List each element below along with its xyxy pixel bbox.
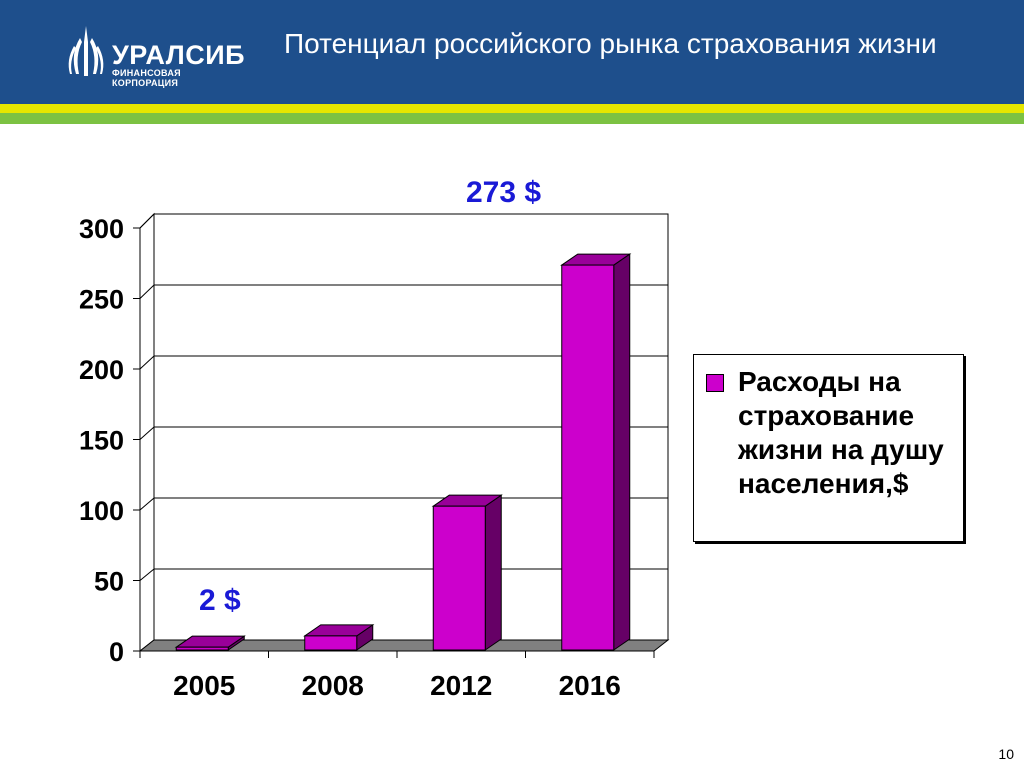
green-stripe [0, 113, 1024, 124]
legend-label: Расходы на страхование жизни на душу нас… [738, 366, 944, 499]
bar-front [175, 646, 229, 651]
uralsib-logo: УРАЛСИБ ФИНАНСОВАЯ КОРПОРАЦИЯ [66, 24, 246, 88]
gridline [139, 284, 668, 299]
x-tick-label: 2005 [173, 670, 235, 701]
y-tick-label: 150 [79, 426, 124, 456]
gridline [139, 426, 668, 440]
gridline [139, 355, 668, 370]
chart-side-wall [139, 212, 155, 653]
slide-title: Потенциал российского рынка страхования … [284, 28, 937, 59]
bar-2005 [174, 635, 246, 651]
logo-emblem-icon [68, 26, 104, 76]
y-tick-label: 100 [79, 496, 124, 526]
bar-2016 [560, 253, 632, 651]
x-tick-label: 2012 [430, 670, 492, 701]
chart-floor [138, 639, 670, 652]
bar-2008 [303, 623, 375, 651]
y-tick-label: 200 [79, 355, 124, 385]
logo-subtitle: ФИНАНСОВАЯ КОРПОРАЦИЯ [112, 68, 181, 88]
bar-2012 [431, 494, 503, 651]
header-bar [0, 0, 1024, 104]
x-tick-label: 2008 [302, 670, 364, 701]
bar-front [432, 505, 486, 651]
bar-side [613, 253, 631, 651]
yellow-stripe [0, 104, 1024, 113]
logo-name: УРАЛСИБ [112, 40, 246, 70]
legend-swatch [706, 374, 724, 392]
y-tick-label: 0 [109, 637, 124, 667]
chart-legend: Расходы на страхование жизни на душу нас… [693, 354, 964, 542]
gridline [139, 213, 668, 229]
bar-side [484, 494, 502, 651]
bar-chart: 0 50 100 150 200 250 300 2005 2008 2012 2016 [79, 212, 670, 701]
y-tick-label: 300 [79, 214, 124, 244]
y-tick-label: 250 [79, 285, 124, 315]
annotation-top: 273 $ [466, 176, 542, 209]
y-tick-label: 50 [94, 567, 124, 597]
annotation-bottom: 2 $ [199, 584, 241, 617]
page-number: 10 [998, 746, 1014, 762]
bar-front [561, 264, 615, 651]
x-tick-label: 2016 [559, 670, 621, 701]
bar-front [304, 635, 358, 651]
